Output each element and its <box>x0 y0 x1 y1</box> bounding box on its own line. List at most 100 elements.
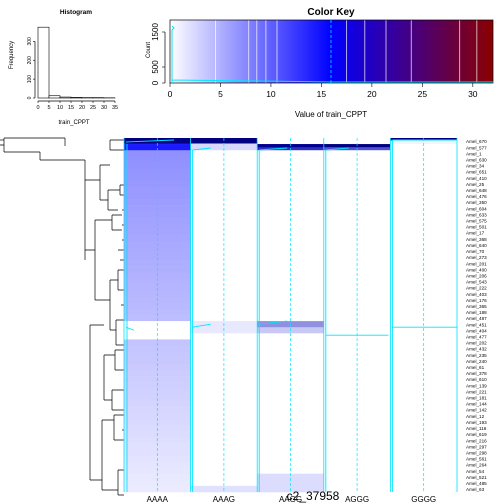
heatmap-cell <box>190 247 258 255</box>
row-label: Amel_575 <box>466 219 487 224</box>
heatmap-cell <box>190 278 258 285</box>
heatmap-cell <box>124 339 191 346</box>
row-label: Amel_222 <box>466 286 487 291</box>
row-label: Amel_181 <box>466 396 487 401</box>
row-label: Amel_432 <box>466 347 487 352</box>
heatmap-cell <box>257 473 325 481</box>
heatmap-cell <box>257 278 325 285</box>
heatmap-cell <box>323 223 391 230</box>
row-label: Amel_451 <box>466 322 487 327</box>
heatmap-cell <box>323 333 391 340</box>
heatmap-cell <box>323 144 391 151</box>
heatmap-cell <box>323 229 391 236</box>
row-label: Amel_365 <box>466 304 487 309</box>
row-label: Amel_176 <box>466 298 487 303</box>
row-label: Amel_604 <box>466 206 487 211</box>
row-label: Amel_378 <box>466 371 487 376</box>
heatmap-cell <box>190 168 258 175</box>
heatmap-cell <box>257 174 325 182</box>
heatmap-cell <box>390 443 458 450</box>
color-key-title: Color Key <box>307 7 355 18</box>
color-key-density-trace <box>171 25 493 83</box>
heatmap-cell <box>390 388 458 395</box>
heatmap-cell <box>323 284 391 291</box>
row-label: Amel_216 <box>466 438 487 443</box>
row-label: Amel_630 <box>466 157 487 162</box>
heatmap-cell <box>390 339 458 346</box>
heatmap-cell <box>257 394 325 401</box>
heatmap-cell <box>323 199 391 206</box>
heatmap-cell <box>257 449 325 456</box>
row-label: Amel_63 <box>466 487 485 492</box>
heatmap-cell <box>124 473 191 481</box>
heatmap-cell <box>124 144 191 151</box>
row-label: Amel_34 <box>466 164 485 169</box>
heatmap-cell <box>323 363 391 371</box>
heatmap-cell <box>190 388 258 395</box>
row-label: Amel_670 <box>466 139 487 144</box>
row-label: Amel_400 <box>466 267 487 272</box>
heatmap-cell <box>124 308 191 316</box>
color-key-x-tick-label: 10 <box>266 89 276 99</box>
heatmap-cell <box>257 223 325 230</box>
histogram-title: Histogram <box>60 9 92 16</box>
heatmap-cell <box>124 223 191 230</box>
heatmap-cell <box>390 138 458 145</box>
row-label: Amel_521 <box>466 475 487 480</box>
heatmap-cell <box>124 199 191 206</box>
heatmap-cell <box>124 333 191 340</box>
heatmap-cell <box>190 418 258 426</box>
row-label: Amel_543 <box>466 280 487 285</box>
heatmap-cell <box>124 253 191 261</box>
heatmap-cell <box>390 449 458 456</box>
histogram-bar <box>59 96 72 99</box>
heatmap-cell <box>190 174 258 182</box>
heatmap-cell <box>124 247 191 255</box>
histogram-ylabel: Frequency <box>9 41 15 69</box>
heatmap-cell <box>190 199 258 206</box>
histogram-x-tick-label: 30 <box>101 105 107 111</box>
heatmap-cell <box>190 253 258 261</box>
heatmap-cell <box>190 144 258 151</box>
color-key-breaks <box>215 20 478 83</box>
color-key-x-tick-label: 5 <box>218 89 223 99</box>
heatmap-cell <box>323 388 391 395</box>
heatmap-cell <box>257 418 325 426</box>
row-label: Amel_619 <box>466 432 487 437</box>
heatmap-cell <box>124 363 191 371</box>
color-key-y-tick-label: 0 <box>151 80 160 85</box>
heatmap-trace-line <box>125 139 175 492</box>
histogram-x-tick-label: 25 <box>90 105 96 111</box>
heatmap-cell <box>390 168 458 175</box>
row-label: Amel_221 <box>466 389 487 394</box>
heatmap-cell <box>257 192 325 200</box>
heatmap-cell <box>323 253 391 261</box>
heatmap-cell <box>190 223 258 230</box>
heatmap-cell <box>257 363 325 371</box>
color-key-y-tick-label: 1500 <box>151 23 160 41</box>
histogram-panel: Histogram Frequency train_CPPT 010020030… <box>9 9 118 126</box>
heatmap-cell <box>390 144 458 151</box>
column-label: AAGG <box>279 495 302 504</box>
row-dendrogram <box>0 137 124 496</box>
histogram-x-tick-label: 15 <box>68 105 74 111</box>
heatmap-cell <box>390 308 458 316</box>
row-label: Amel_577 <box>466 145 487 150</box>
histogram-xlabel: train_CPPT <box>58 120 89 126</box>
row-label: Amel_206 <box>466 273 487 278</box>
heatmap-trace-line <box>258 147 288 492</box>
heatmap-cell <box>257 479 325 487</box>
heatmap-cell <box>323 449 391 456</box>
heatmap-traces <box>123 138 458 492</box>
row-label: Amel_25 <box>466 182 485 187</box>
row-label: Amel_368 <box>466 237 487 242</box>
color-key-axes: 0 500 1500 0 5 10 15 20 25 30 <box>151 19 494 99</box>
column-label: AAAA <box>147 495 169 504</box>
heatmap-trace-line <box>125 326 135 331</box>
heatmap-cell <box>390 363 458 371</box>
heatmap-cell <box>190 284 258 291</box>
heatmap-cell <box>257 443 325 450</box>
heatmap-cell <box>124 449 191 456</box>
row-label: Amel_487 <box>466 316 487 321</box>
heatmap-cell <box>390 418 458 426</box>
